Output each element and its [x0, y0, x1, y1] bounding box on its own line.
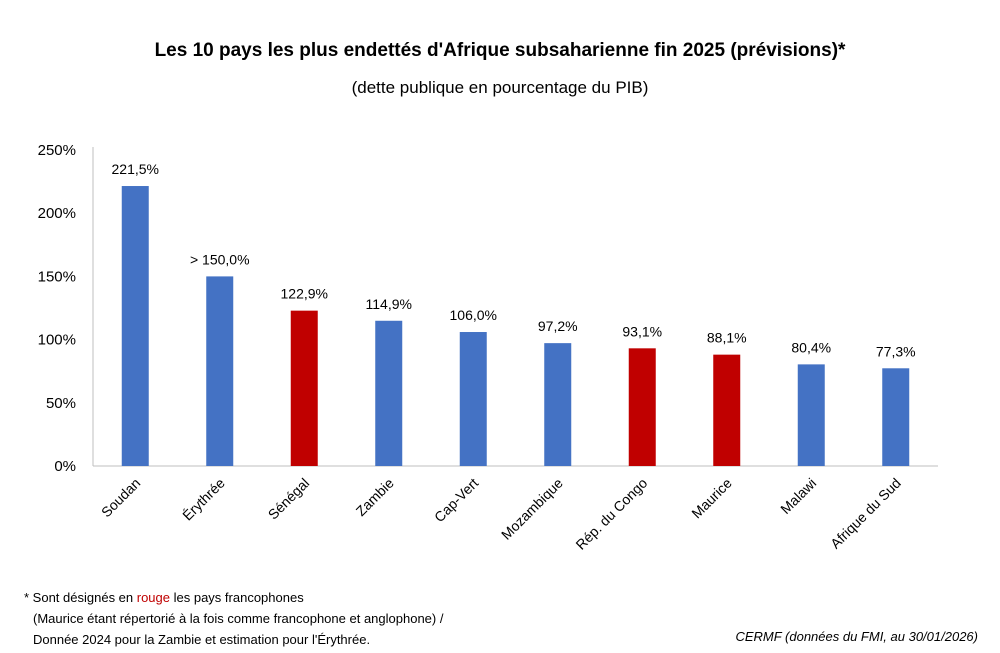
chart-subtitle: (dette publique en pourcentage du PIB) — [351, 78, 649, 97]
y-tick-label: 0% — [54, 458, 76, 475]
x-tick-label: Érythrée — [179, 475, 228, 524]
footnote-line2: (Maurice étant répertorié à la fois comm… — [33, 611, 444, 626]
footnote-red-word: rouge — [136, 590, 170, 605]
y-tick-label: 200% — [38, 205, 76, 222]
y-tick-label: 100% — [38, 332, 76, 349]
footnote-line1-suffix: les pays francophones — [170, 590, 304, 605]
bar-7 — [628, 348, 656, 466]
bar-9 — [797, 364, 825, 466]
data-label: 106,0% — [450, 307, 497, 323]
bar-4 — [375, 320, 403, 466]
bar-1 — [121, 186, 149, 467]
bar-3 — [290, 310, 318, 466]
data-label: 97,2% — [538, 318, 578, 334]
footnote-line1-prefix: * Sont désignés en — [24, 590, 137, 605]
footnote: * Sont désignés en rouge les pays franco… — [24, 587, 443, 650]
y-tick-label: 250% — [38, 142, 76, 159]
data-label: 93,1% — [622, 323, 662, 339]
data-label: 122,9% — [281, 286, 328, 302]
y-tick-label: 150% — [38, 268, 76, 285]
data-label: 114,9% — [366, 296, 412, 312]
bar-5 — [459, 332, 487, 466]
x-tick-label: Soudan — [98, 475, 143, 520]
bar-6 — [544, 343, 572, 466]
x-tick-label: Malawi — [777, 475, 819, 517]
footnote-line3: Donnée 2024 pour la Zambie et estimation… — [33, 632, 371, 647]
x-tick-label: Sénégal — [265, 475, 313, 523]
source-note: CERMF (données du FMI, au 30/01/2026) — [735, 629, 978, 644]
x-tick-label: Zambie — [353, 475, 397, 519]
bar-10 — [882, 368, 910, 466]
x-tick-label: Afrique du Sud — [827, 475, 904, 552]
x-tick-label: Cap-Vert — [431, 475, 481, 525]
x-tick-label: Mozambique — [498, 475, 566, 543]
data-label: 77,3% — [876, 343, 916, 359]
data-label: > 150,0% — [190, 251, 250, 267]
bar-2 — [206, 276, 234, 466]
x-tick-label: Maurice — [688, 475, 735, 522]
x-tick-label: Rép. du Congo — [572, 475, 650, 553]
data-label: 221,5% — [112, 161, 159, 177]
data-label: 80,4% — [791, 339, 831, 355]
y-tick-label: 50% — [46, 395, 76, 412]
data-label: 88,1% — [707, 330, 747, 346]
chart-title: Les 10 pays les plus endettés d'Afrique … — [154, 40, 846, 61]
bar-8 — [713, 354, 741, 466]
